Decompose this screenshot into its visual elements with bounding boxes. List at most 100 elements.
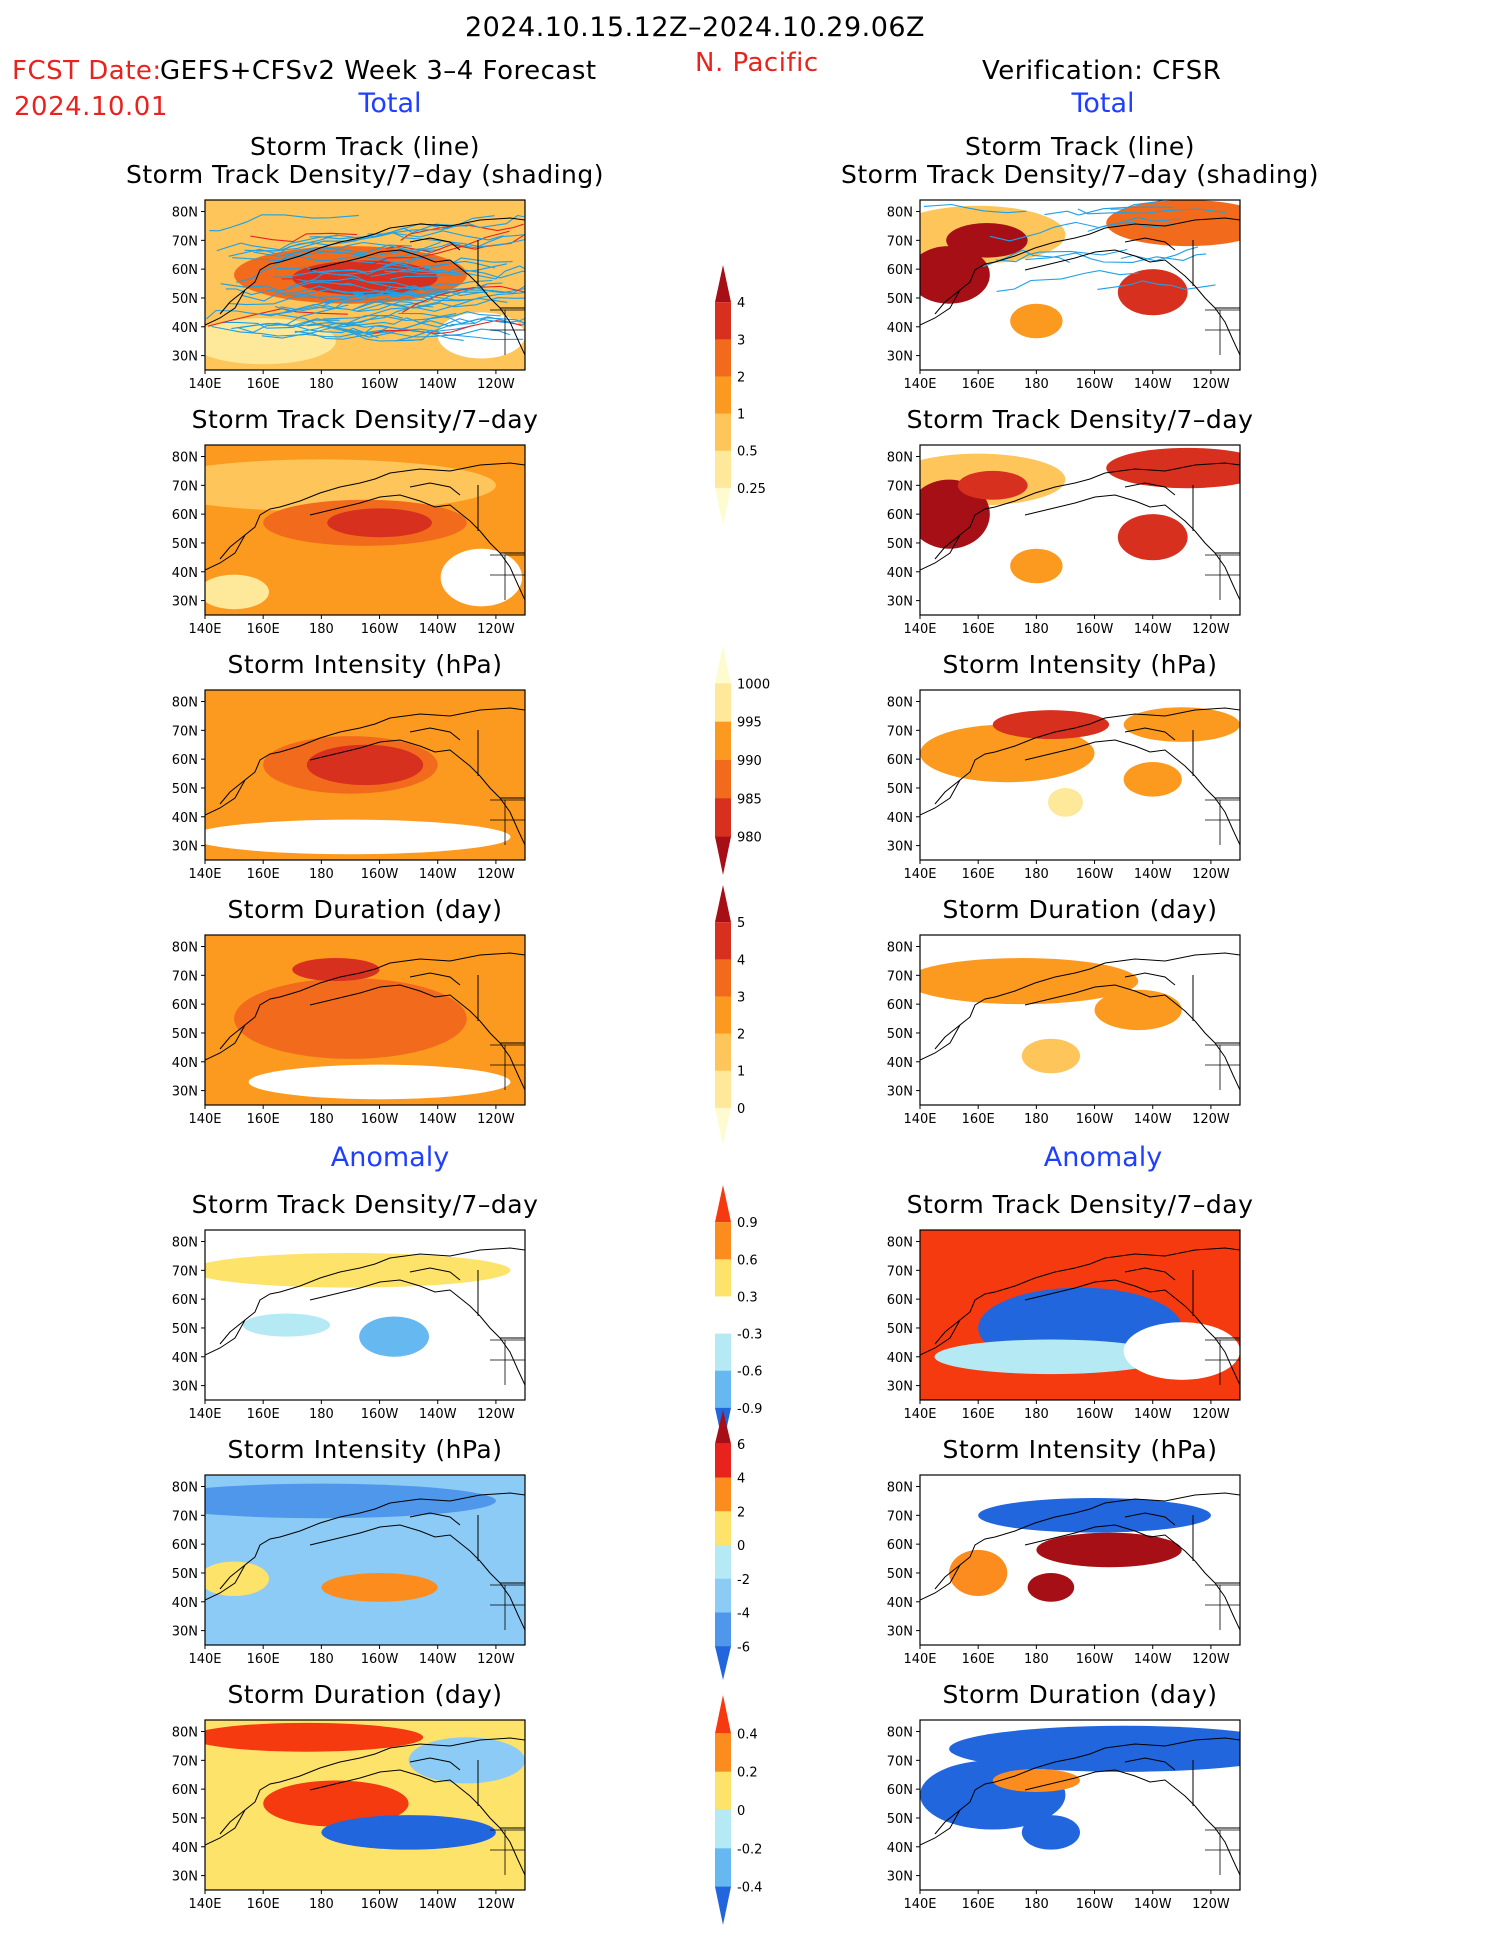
x-tick-label: 160E: [247, 622, 280, 637]
y-tick-label: 70N: [172, 479, 198, 494]
storm-track-line: [345, 291, 525, 327]
y-tick-label: 40N: [172, 1056, 198, 1071]
colorbar-swatch: [715, 836, 731, 875]
storm-track-line: [220, 281, 353, 292]
x-tick-label: 140E: [188, 867, 221, 882]
map-panel: 140E 160E 180 160W 140W 120W 80N 70N 60N 50N 40N 30…: [160, 1710, 580, 1950]
x-tick-label: 180: [309, 377, 334, 392]
x-tick-label: 180: [1024, 1652, 1049, 1667]
x-tick-label: 160E: [962, 1407, 995, 1422]
map-panel: 140E 160E 180 160W 140W 120W 80N 70N 60N 50N 40N 30…: [875, 680, 1295, 920]
x-tick-label: 120W: [477, 1112, 515, 1127]
coastline: [219, 534, 246, 560]
colorbar-swatch: [715, 922, 731, 960]
field-shading-region: [1048, 787, 1083, 817]
x-tick-label: 160W: [1076, 622, 1114, 637]
x-tick-label: 180: [309, 1897, 334, 1912]
y-tick-label: 80N: [887, 941, 913, 956]
coastline: [279, 1502, 391, 1538]
colorbar-swatch: [715, 1296, 731, 1335]
plot-frame: [919, 689, 1241, 861]
x-tick-label: 120W: [1192, 1897, 1230, 1912]
y-tick-label: 70N: [172, 1264, 198, 1279]
fcst-date-label: FCST Date:: [12, 56, 162, 86]
coastline: [994, 1502, 1106, 1538]
y-tick-label: 30N: [172, 1380, 198, 1395]
right-anomaly-header: Anomaly: [1043, 1142, 1163, 1173]
y-tick-label: 30N: [172, 1625, 198, 1640]
colorbar-label: 1: [737, 1065, 745, 1080]
coastline: [1104, 462, 1240, 474]
x-tick-label: 160E: [247, 1112, 280, 1127]
coastline: [279, 962, 391, 998]
y-tick-label: 50N: [172, 292, 198, 307]
coastline: [389, 462, 525, 474]
y-tick-label: 70N: [887, 1754, 913, 1769]
field-shading-region: [234, 978, 467, 1059]
coastline: [205, 1536, 281, 1601]
colorbar-label: 0.9: [737, 1216, 758, 1231]
coastline: [309, 249, 481, 287]
field-shading-region: [920, 724, 1095, 783]
coastline: [920, 506, 996, 571]
map-svg: 140E 160E 180 160W 140W 120W 80N 70N 60N 50N 40N 30…: [887, 1229, 1241, 1422]
x-tick-label: 160E: [962, 1897, 995, 1912]
storm-track-line: [294, 311, 501, 334]
y-tick-label: 50N: [887, 1812, 913, 1827]
field-shading-region: [1106, 200, 1240, 247]
colorbar-swatch: [715, 1333, 731, 1372]
map-svg: 140E 160E 180 160W 140W 120W 80N 70N 60N 50N 40N 30…: [172, 934, 526, 1127]
storm-track-line: [1025, 252, 1207, 263]
coastline: [934, 1564, 961, 1590]
map-panel: 140E 160E 180 160W 140W 120W 80N 70N 60N 50N 40N 30…: [875, 1465, 1295, 1705]
colorbar-label: 4: [737, 1472, 745, 1487]
storm-track-line: [348, 260, 496, 272]
colorbar-label: -0.3: [737, 1328, 762, 1343]
coastline: [219, 289, 246, 315]
colorbar-label: 2: [737, 370, 745, 385]
map-svg: 140E 160E 180 160W 140W 120W 80N 70N 60N 50N 40N 30…: [172, 199, 526, 392]
panel-title: Storm Intensity (hPa): [942, 1435, 1218, 1464]
colorbar-swatch: [715, 760, 731, 799]
colorbar-swatch: [715, 413, 731, 452]
y-tick-label: 30N: [887, 840, 913, 855]
x-tick-label: 140W: [419, 1897, 457, 1912]
storm-track-line: [399, 317, 525, 341]
field-shading-region: [978, 1498, 1211, 1533]
y-tick-label: 60N: [172, 1783, 198, 1798]
x-tick-label: 180: [309, 622, 334, 637]
x-tick-label: 140E: [903, 377, 936, 392]
y-tick-label: 80N: [887, 1236, 913, 1251]
colorbar-swatch: [715, 339, 731, 377]
field-shading-region: [205, 1561, 269, 1597]
colorbar-swatch: [715, 1733, 731, 1773]
y-tick-label: 30N: [887, 595, 913, 610]
colorbar-swatch: [715, 1107, 731, 1145]
colorbar-swatch: [715, 1185, 731, 1223]
colorbar-label: 980: [737, 831, 762, 846]
coastline: [1104, 1247, 1240, 1259]
field-shading-region: [242, 1313, 331, 1337]
field-shading-region: [1021, 1038, 1080, 1074]
coastline: [920, 1781, 996, 1846]
field-shading-region: [1010, 303, 1063, 339]
map-svg: 140E 160E 180 160W 140W 120W 80N 70N 60N 50N 40N 30…: [172, 1719, 526, 1912]
y-tick-label: 40N: [172, 1596, 198, 1611]
coastline: [205, 751, 281, 816]
coastline: [934, 1024, 961, 1050]
x-tick-label: 140W: [1134, 622, 1172, 637]
colorbar-label: 3: [737, 333, 745, 348]
storm-track-line: [361, 257, 437, 274]
storm-track-line: [288, 272, 493, 290]
x-tick-label: 140E: [188, 1407, 221, 1422]
x-tick-label: 140W: [1134, 1407, 1172, 1422]
coastline: [309, 739, 481, 777]
x-tick-label: 160W: [361, 1897, 399, 1912]
map-svg: 140E 160E 180 160W 140W 120W 80N 70N 60N 50N 40N 30…: [887, 1474, 1241, 1667]
field-shading-region: [1021, 1815, 1080, 1850]
y-tick-label: 50N: [172, 1812, 198, 1827]
y-tick-label: 80N: [887, 696, 913, 711]
coastline: [994, 717, 1106, 753]
x-tick-label: 160E: [962, 377, 995, 392]
storm-track-line: [216, 234, 339, 252]
